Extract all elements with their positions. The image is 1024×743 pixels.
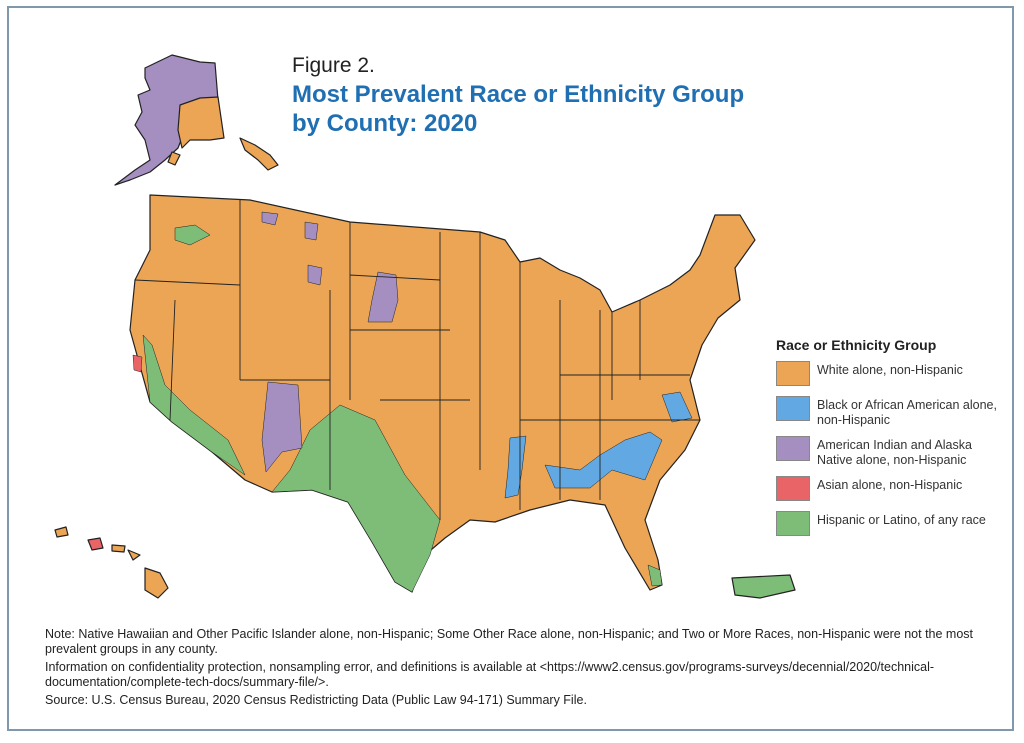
legend-label: Asian alone, non-Hispanic [817, 478, 963, 492]
legend-label: American Indian and Alaska Native alone,… [817, 438, 972, 467]
bay-area-asian-counties [132, 354, 143, 373]
figure-label: Figure 2. [292, 54, 375, 77]
virginia-black-counties [661, 391, 693, 423]
state-borders [134, 200, 700, 520]
legend-item-asian: Asian alone, non-Hispanic [776, 476, 1006, 503]
source-text: Source: U.S. Census Bureau, 2020 Census … [45, 693, 587, 707]
black-belt-black-region [544, 431, 663, 489]
legend-title: Race or Ethnicity Group [776, 337, 937, 353]
legend-label: Black or African American alone, non-His… [817, 398, 997, 427]
note-text: Note: Native Hawaiian and Other Pacific … [45, 627, 974, 656]
alaska-panhandle [239, 137, 279, 171]
dakotas-aian-counties [367, 271, 399, 323]
alaska-purple [114, 54, 219, 186]
legend-label: White alone, non-Hispanic [817, 363, 963, 377]
legend-item-black: Black or African American alone, non-His… [776, 396, 1006, 428]
legend-item-hispanic: Hispanic or Latino, of any race [776, 511, 1006, 538]
hawaii [54, 526, 169, 599]
southwest-hispanic-region [142, 334, 246, 476]
florida-hispanic-counties [647, 564, 663, 587]
legend-swatch [776, 476, 810, 501]
mississippi-delta-black-region [504, 435, 527, 499]
washington-hispanic-counties [174, 224, 211, 246]
figure-frame [7, 6, 1014, 731]
legend: Race or Ethnicity Group White alone, non… [776, 337, 1006, 546]
contiguous-us-white [129, 194, 756, 593]
puerto-rico [731, 574, 796, 599]
legend-label: Hispanic or Latino, of any race [817, 513, 986, 527]
alaska-island [167, 151, 181, 166]
legend-item-aian: American Indian and Alaska Native alone,… [776, 436, 1006, 468]
legend-swatch [776, 361, 810, 386]
legend-item-white: White alone, non-Hispanic [776, 361, 1006, 388]
legend-swatch [776, 511, 810, 536]
notes: Note: Native Hawaiian and Other Pacific … [45, 627, 985, 711]
figure-title: Most Prevalent Race or Ethnicity Group b… [292, 80, 744, 138]
title-line-2: by County: 2020 [292, 110, 478, 137]
montana-aian-counties [261, 211, 323, 286]
legend-swatch [776, 436, 810, 461]
texas-newmexico-hispanic-region [271, 404, 441, 593]
four-corners-aian-region [261, 381, 303, 473]
info-text: Information on confidentiality protectio… [45, 660, 935, 689]
alaska-orange [177, 96, 225, 149]
title-line-1: Most Prevalent Race or Ethnicity Group [292, 81, 745, 108]
legend-swatch [776, 396, 810, 421]
